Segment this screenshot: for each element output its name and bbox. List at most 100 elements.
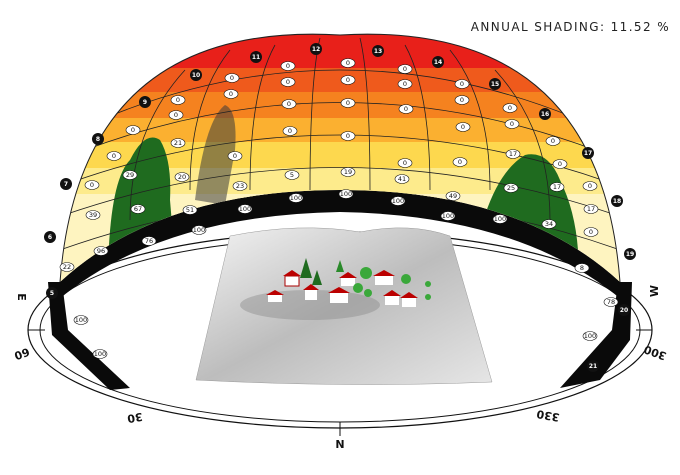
svg-text:20: 20 bbox=[178, 173, 186, 181]
value-cell: 0 bbox=[106, 151, 122, 161]
value-cell: 17 bbox=[583, 204, 599, 214]
value-cell: 54 bbox=[493, 218, 507, 227]
svg-text:76: 76 bbox=[145, 237, 153, 245]
svg-text:15: 15 bbox=[491, 81, 499, 88]
hour-marker-20: 20 bbox=[618, 304, 630, 316]
svg-text:100: 100 bbox=[584, 332, 596, 340]
terrain-model bbox=[195, 227, 493, 385]
value-cell: 29 bbox=[122, 170, 138, 180]
value-cell: 100 bbox=[92, 349, 108, 359]
hour-marker-9: 9 bbox=[139, 96, 151, 108]
shadow-blur bbox=[195, 105, 236, 205]
svg-text:0: 0 bbox=[558, 160, 562, 168]
compass-300: 300 bbox=[642, 342, 668, 362]
value-cell: 100 bbox=[237, 204, 253, 214]
svg-text:0: 0 bbox=[229, 90, 233, 98]
value-cell: 22 bbox=[59, 262, 75, 272]
hour-marker-11: 11 bbox=[250, 51, 262, 63]
value-cell: 23 bbox=[232, 181, 248, 191]
compass-west: W bbox=[648, 285, 661, 297]
value-cell: 100 bbox=[492, 214, 508, 224]
svg-text:0: 0 bbox=[286, 78, 290, 86]
value-cell: 34 bbox=[541, 219, 557, 229]
house bbox=[284, 275, 300, 287]
svg-text:0: 0 bbox=[112, 152, 116, 160]
svg-text:0: 0 bbox=[286, 62, 290, 70]
svg-text:0: 0 bbox=[510, 120, 514, 128]
value-cell: 20 bbox=[620, 307, 628, 315]
house-roof bbox=[328, 287, 350, 293]
value-cell: 100 bbox=[582, 331, 598, 341]
conifer-tree bbox=[336, 260, 344, 272]
house-roof bbox=[283, 270, 301, 276]
svg-text:8: 8 bbox=[96, 136, 100, 143]
value-cell: 5 bbox=[284, 170, 300, 180]
compass-330: 330 bbox=[535, 407, 560, 424]
svg-text:0: 0 bbox=[346, 59, 350, 67]
annual-shading-label: ANNUAL SHADING: bbox=[470, 20, 606, 34]
svg-text:29: 29 bbox=[126, 171, 134, 179]
conifer-tree bbox=[300, 258, 312, 278]
svg-text:0: 0 bbox=[460, 80, 464, 88]
svg-text:100: 100 bbox=[193, 226, 205, 234]
house-roof bbox=[266, 290, 284, 295]
svg-text:67: 67 bbox=[134, 205, 142, 213]
svg-text:100: 100 bbox=[392, 197, 404, 205]
compass-30: 30 bbox=[126, 410, 144, 426]
compass-labels: N E W 30 60 300 330 bbox=[12, 285, 668, 451]
house-roof bbox=[383, 290, 401, 296]
house bbox=[385, 296, 399, 305]
svg-text:100: 100 bbox=[290, 194, 302, 202]
svg-text:19: 19 bbox=[344, 168, 352, 176]
svg-text:100: 100 bbox=[340, 190, 352, 198]
value-cell: 21 bbox=[170, 138, 186, 148]
value-cell: 0 bbox=[454, 95, 470, 105]
svg-text:0: 0 bbox=[174, 111, 178, 119]
house bbox=[341, 278, 355, 286]
value-cell: 0 bbox=[280, 61, 296, 71]
hour-marker-17: 17 bbox=[582, 147, 594, 159]
hour-marker-5: 5 bbox=[46, 287, 58, 299]
svg-text:5: 5 bbox=[290, 171, 294, 179]
value-cell: 0 bbox=[340, 131, 356, 141]
hour-marker-19: 19 bbox=[624, 248, 636, 260]
svg-text:96: 96 bbox=[97, 247, 105, 255]
svg-text:51: 51 bbox=[186, 206, 194, 214]
value-cell: 17 bbox=[505, 149, 521, 159]
value-cell: 67 bbox=[130, 204, 146, 214]
svg-text:22: 22 bbox=[63, 263, 71, 271]
svg-text:19: 19 bbox=[626, 251, 634, 258]
svg-text:18: 18 bbox=[613, 198, 621, 205]
value-cell: 39 bbox=[85, 210, 101, 220]
round-tree bbox=[425, 281, 431, 287]
value-cell: 0 bbox=[223, 89, 239, 99]
value-cell: 20 bbox=[174, 172, 190, 182]
round-tree bbox=[425, 294, 431, 300]
svg-text:0: 0 bbox=[588, 182, 592, 190]
round-tree bbox=[353, 283, 363, 293]
svg-text:39: 39 bbox=[89, 211, 97, 219]
svg-text:41: 41 bbox=[398, 175, 406, 183]
value-cell: 8 bbox=[574, 263, 590, 273]
value-cell: 0 bbox=[552, 159, 568, 169]
svg-text:0: 0 bbox=[460, 96, 464, 104]
svg-text:0: 0 bbox=[233, 152, 237, 160]
value-cell: 19 bbox=[340, 167, 356, 177]
annual-shading-readout: ANNUAL SHADING: 11.52 % bbox=[471, 20, 670, 34]
hour-marker-12: 12 bbox=[310, 43, 322, 55]
svg-text:17: 17 bbox=[587, 205, 595, 213]
svg-text:5: 5 bbox=[50, 290, 54, 297]
value-cell: 0 bbox=[397, 158, 413, 168]
svg-text:12: 12 bbox=[312, 46, 320, 53]
conifer-tree bbox=[312, 270, 322, 285]
svg-text:49: 49 bbox=[449, 192, 457, 200]
svg-text:0: 0 bbox=[288, 127, 292, 135]
value-cell: 49 bbox=[445, 191, 461, 201]
svg-text:0: 0 bbox=[176, 96, 180, 104]
hour-marker-16: 16 bbox=[539, 108, 551, 120]
round-tree bbox=[364, 289, 372, 297]
value-cell: 0 bbox=[583, 227, 599, 237]
hour-marker-10: 10 bbox=[190, 69, 202, 81]
value-cell: 0 bbox=[504, 119, 520, 129]
value-cell: 0 bbox=[397, 79, 413, 89]
